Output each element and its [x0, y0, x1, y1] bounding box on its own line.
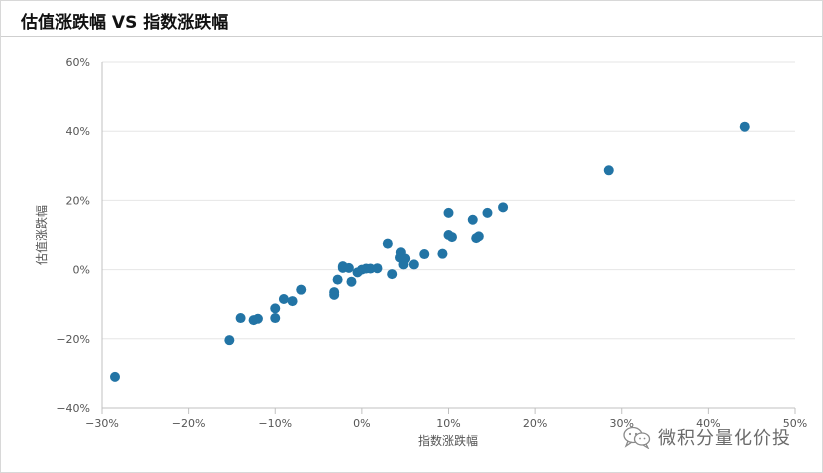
data-point: [446, 232, 457, 243]
data-point: [400, 253, 411, 264]
x-tick-label: −30%: [85, 417, 119, 430]
data-point: [287, 296, 298, 307]
data-point: [224, 335, 235, 346]
data-point: [603, 165, 614, 176]
data-point: [235, 313, 246, 324]
chart-title: 估值涨跌幅 VS 指数涨跌幅: [21, 13, 229, 33]
y-tick-label: 60%: [66, 56, 90, 69]
watermark-text: 微积分量化价投: [658, 428, 791, 449]
data-point: [346, 276, 357, 287]
data-point: [270, 313, 281, 324]
y-axis-label: 估值涨跌幅: [34, 205, 49, 265]
x-tick-label: 10%: [436, 417, 460, 430]
data-point: [467, 214, 478, 225]
y-tick-label: −20%: [56, 333, 90, 346]
x-tick-label: 30%: [610, 417, 634, 430]
data-point: [252, 313, 263, 324]
data-point: [329, 289, 340, 300]
data-point: [270, 303, 281, 314]
data-point: [498, 202, 509, 213]
data-point: [382, 238, 393, 249]
data-points: [109, 121, 750, 382]
y-tick-label: 0%: [73, 264, 90, 277]
x-tick-label: 40%: [696, 417, 720, 430]
data-point: [419, 249, 430, 260]
data-point: [482, 207, 493, 218]
panel-header: 估值涨跌幅 VS 指数涨跌幅: [1, 1, 822, 37]
x-tick-label: 0%: [353, 417, 370, 430]
x-tick-label: 50%: [783, 417, 807, 430]
data-point: [437, 248, 448, 259]
x-tick-label: −20%: [172, 417, 206, 430]
data-point: [296, 284, 307, 295]
wechat-chat-bubbles-icon: [623, 426, 651, 449]
data-point: [387, 269, 398, 280]
watermark: 微积分量化价投: [622, 424, 791, 450]
data-point: [278, 294, 289, 305]
x-tick-labels: −30% −20% −10% 0% 10% 20% 30% 40% 50%: [85, 408, 807, 430]
data-point: [332, 274, 343, 285]
data-point: [739, 121, 750, 132]
x-tick-label: 20%: [523, 417, 547, 430]
y-tick-label: −40%: [56, 402, 90, 415]
y-tick-label: 20%: [66, 194, 90, 207]
gridlines: [102, 61, 795, 340]
data-point: [473, 231, 484, 242]
data-point: [109, 371, 120, 382]
x-tick-label: −10%: [258, 417, 292, 430]
y-tick-label: 40%: [66, 125, 90, 138]
data-point: [443, 207, 454, 218]
x-axis-label: 指数涨跌幅: [418, 433, 478, 448]
y-tick-labels: 60% 40% 20% 0% −20% −40%: [56, 56, 90, 415]
data-point: [343, 262, 354, 273]
data-point: [372, 263, 383, 274]
data-point: [408, 259, 419, 270]
